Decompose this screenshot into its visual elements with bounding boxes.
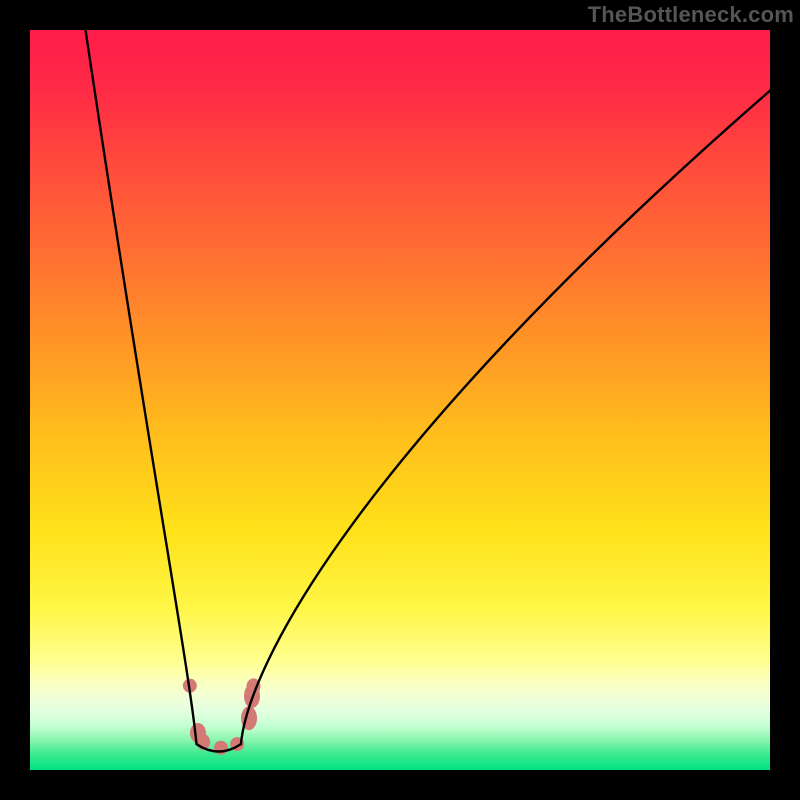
background-gradient-rect <box>30 30 770 770</box>
chart-svg <box>30 30 770 770</box>
watermark-text: TheBottleneck.com <box>588 2 794 28</box>
curve-marker <box>214 741 228 755</box>
chart-plot-area <box>30 30 770 770</box>
